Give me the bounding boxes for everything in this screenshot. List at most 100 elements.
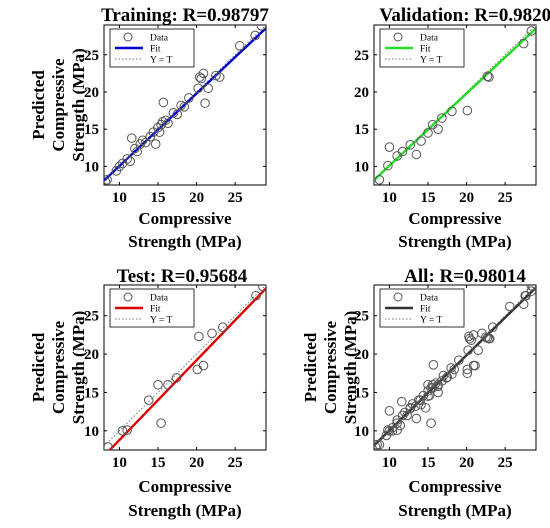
x-tick-label: 10 <box>382 190 397 206</box>
data-point <box>140 137 151 148</box>
data-point <box>433 124 443 134</box>
x-axis-label-line2: Strength (MPa) <box>398 232 511 251</box>
legend-label-fit: Fit <box>420 305 431 315</box>
y-axis-label-line2: Compressive <box>321 320 340 414</box>
x-axis-label-line2: Strength (MPa) <box>128 501 241 520</box>
chart-title: Validation: R=0.98203 <box>379 5 550 26</box>
data-point <box>383 425 393 435</box>
data-point <box>163 379 173 390</box>
data-point <box>518 38 529 49</box>
x-axis-label-line1: Compressive <box>138 477 232 496</box>
data-point <box>374 174 385 185</box>
data-point <box>383 160 393 171</box>
identity-line <box>104 285 266 447</box>
data-point <box>158 97 169 108</box>
y-tick-label: 10 <box>354 159 369 175</box>
data-point <box>473 345 483 356</box>
y-axis-label-line1: Predicted <box>29 70 48 140</box>
x-tick-label: 15 <box>421 190 436 206</box>
data-point <box>203 83 213 94</box>
data-point <box>433 387 443 398</box>
data-point <box>462 368 473 379</box>
data-point <box>160 115 171 126</box>
data-point <box>420 402 431 413</box>
x-tick-label: 20 <box>459 190 474 206</box>
data-point <box>179 102 190 112</box>
x-tick-label: 15 <box>151 455 166 471</box>
data-point <box>395 420 406 431</box>
chart-title: All: R=0.98014 <box>404 266 526 287</box>
y-axis-label: Predicted Compressive Strength (MPa) <box>301 311 360 424</box>
data-point <box>528 285 536 292</box>
y-tick-label: 15 <box>84 122 99 138</box>
data-point <box>405 403 416 414</box>
data-point <box>196 73 206 84</box>
data-point <box>426 418 436 428</box>
data-point <box>214 72 225 82</box>
x-tick-label: 10 <box>112 190 127 206</box>
data-point <box>143 395 154 405</box>
legend-data-marker <box>123 292 133 302</box>
y-tick-label: 10 <box>84 159 99 175</box>
y-tick-label: 15 <box>354 122 369 138</box>
data-point <box>397 410 408 421</box>
data-point <box>411 413 422 424</box>
data-point <box>447 369 457 379</box>
data-point <box>484 333 495 344</box>
x-axis-label-line1: Compressive <box>408 477 502 496</box>
data-point <box>114 161 125 172</box>
chart-title: Test: R=0.95684 <box>117 266 248 287</box>
legend-label-identity: Y = T <box>150 56 172 66</box>
y-tick-label: 20 <box>84 85 99 101</box>
x-axis-label-line2: Strength (MPa) <box>398 501 511 520</box>
legend-data-marker <box>123 32 133 42</box>
x-tick-label: 25 <box>228 455 243 471</box>
data-point <box>396 396 407 407</box>
data-point <box>250 30 260 41</box>
x-tick-label: 15 <box>421 455 436 471</box>
data-point <box>488 322 498 333</box>
data-point <box>198 68 209 79</box>
y-tick-label: 25 <box>84 48 99 64</box>
data-point <box>104 442 113 450</box>
data-point <box>104 177 111 185</box>
x-tick-label: 10 <box>382 455 397 471</box>
data-point <box>470 360 480 371</box>
x-tick-label: 25 <box>228 190 243 206</box>
x-tick-label: 20 <box>189 190 204 206</box>
x-tick-label: 25 <box>498 190 513 206</box>
y-axis-label: Predicted Compressive Strength (MPa) <box>29 311 88 424</box>
data-point <box>462 105 473 116</box>
data-point <box>449 364 460 375</box>
data-point <box>423 128 433 138</box>
legend-label-identity: Y = T <box>420 316 442 326</box>
x-axis-label-line1: Compressive <box>138 209 232 228</box>
data-point <box>218 322 228 333</box>
y-tick-label: 25 <box>84 309 99 325</box>
y-tick-label: 15 <box>84 385 99 401</box>
data-point <box>447 106 457 117</box>
data-point <box>234 41 245 51</box>
data-point <box>463 345 473 356</box>
data-point <box>437 113 447 123</box>
data-point <box>526 285 536 291</box>
data-point <box>154 127 165 137</box>
data-point <box>150 139 161 149</box>
data-point <box>466 335 477 346</box>
x-tick-label: 20 <box>459 455 474 471</box>
y-axis-label-line2: Compressive <box>49 320 68 414</box>
y-axis-label: Predicted Compressive Strength (MPa) <box>29 48 88 161</box>
data-point <box>122 425 132 435</box>
legend-data-marker <box>393 32 403 42</box>
x-tick-label: 20 <box>189 455 204 471</box>
data-point <box>137 135 148 146</box>
legend-data-marker <box>393 292 403 302</box>
y-tick-label: 15 <box>354 385 369 401</box>
data-point <box>405 140 416 150</box>
data-point <box>207 328 217 339</box>
data-point <box>484 72 494 82</box>
data-point <box>526 286 536 296</box>
y-tick-label: 20 <box>354 347 369 363</box>
